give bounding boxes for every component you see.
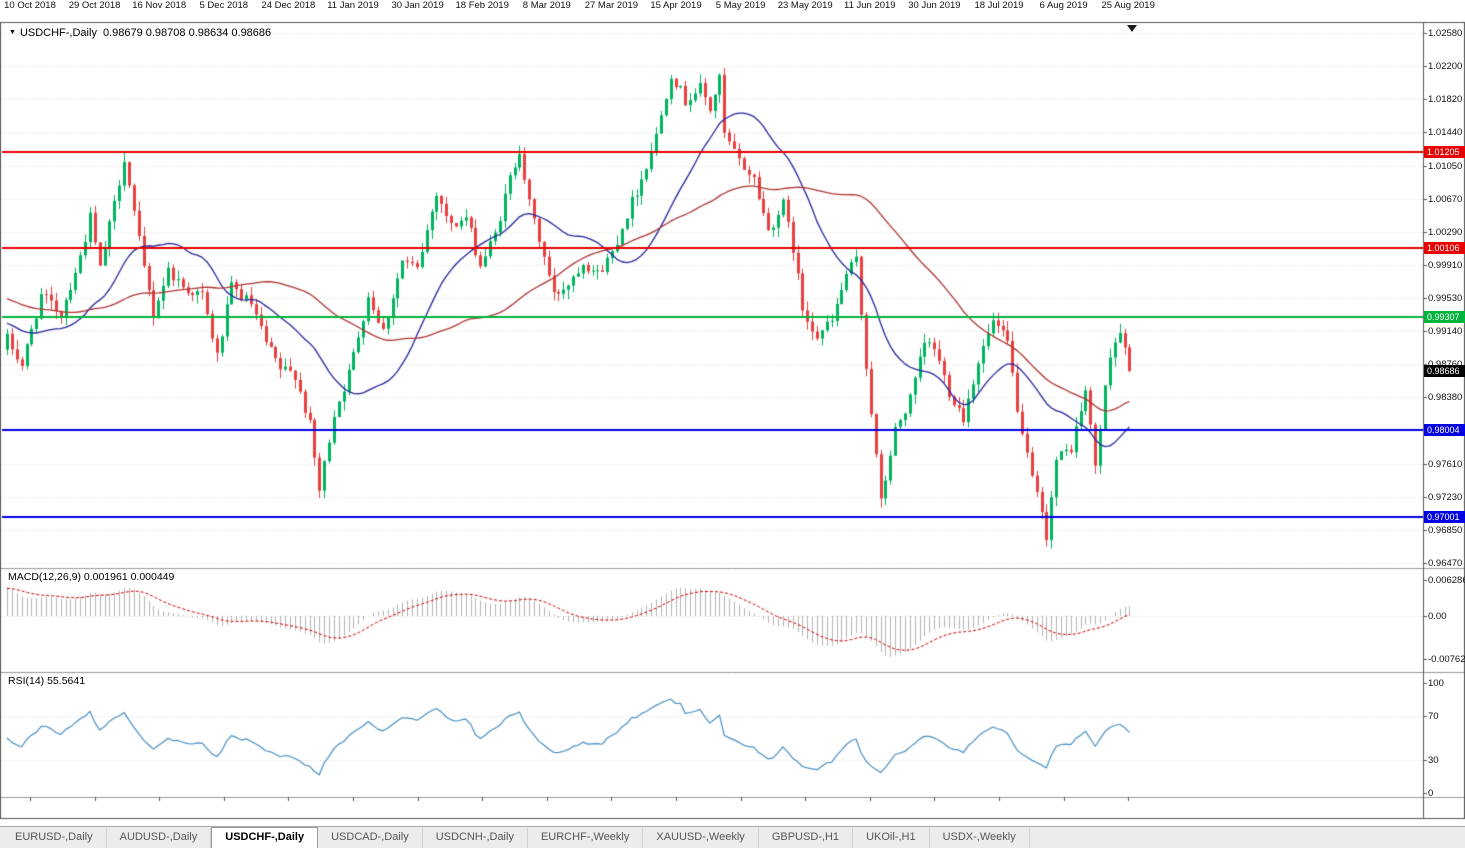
price-axis-label: 1.02580 <box>1428 28 1463 39</box>
chart-tab-usdchf-daily[interactable]: USDCHF-,Daily <box>211 827 319 848</box>
rsi-axis-label: 30 <box>1428 755 1439 766</box>
price-axis-label: 1.00290 <box>1428 226 1463 238</box>
price-axis-label: 1.01050 <box>1428 160 1463 172</box>
macd-axis-label: 0.006286 <box>1428 575 1465 587</box>
date-axis-label: 6 Aug 2019 <box>1039 0 1088 11</box>
macd-label: MACD(12,26,9) 0.001961 0.000449 <box>8 571 175 583</box>
chart-quote-values: 0.98679 0.98708 0.98634 0.98686 <box>102 27 272 39</box>
price-axis-label: 0.96470 <box>1428 558 1463 569</box>
chart-tab-ukoil-h1[interactable]: UKOil-,H1 <box>853 828 930 848</box>
chart-title: ▼ USDCHF-,Daily 0.98679 0.98708 0.98634 0.… <box>9 27 271 39</box>
price-axis-label: 1.01820 <box>1428 93 1463 105</box>
price-axis-label: 0.97610 <box>1428 459 1463 471</box>
price-axis-label: 0.96850 <box>1428 525 1463 537</box>
chart-tab-usdcnh-daily[interactable]: USDCNH-,Daily <box>422 828 528 848</box>
price-line-tag: 0.99307 <box>1424 310 1465 323</box>
rsi-axis-label: 70 <box>1428 711 1439 722</box>
date-axis-label: 30 Jun 2019 <box>908 0 961 11</box>
price-axis-label: 0.99530 <box>1428 292 1463 304</box>
price-axis-label: 0.97230 <box>1428 492 1463 504</box>
price-axis-label: 0.99910 <box>1428 259 1463 271</box>
date-axis-label: 5 Dec 2018 <box>199 0 249 11</box>
date-axis-label: 11 Jun 2019 <box>844 0 896 11</box>
date-axis-label: 16 Nov 2018 <box>132 0 187 11</box>
date-axis-label: 29 Oct 2018 <box>68 0 121 11</box>
date-axis-label: 10 Oct 2018 <box>4 0 56 11</box>
price-axis-label: 0.99140 <box>1428 326 1463 338</box>
price-line-tag: 0.98004 <box>1424 423 1465 436</box>
chart-tab-xauusd-weekly[interactable]: XAUUSD-,Weekly <box>643 828 759 848</box>
rsi-axis-label: 0 <box>1428 788 1434 799</box>
date-axis-label: 24 Dec 2018 <box>261 0 316 11</box>
chart-tab-bar: EURUSD-,Daily AUDUSD-,Daily USDCHF-,Daily U… <box>0 826 1465 848</box>
chart-tab-eurusd-daily[interactable]: EURUSD-,Daily <box>2 828 107 848</box>
chart-symbol-label: USDCHF-,Daily <box>19 27 97 39</box>
chart-tab-usdx-weekly[interactable]: USDX-,Weekly <box>929 828 1030 848</box>
current-price-tag: 0.98686 <box>1424 364 1465 377</box>
date-axis-label: 18 Feb 2019 <box>455 0 509 11</box>
price-line-tag: 1.00106 <box>1424 241 1465 254</box>
date-axis-label: 25 Aug 2019 <box>1101 0 1155 11</box>
price-line-tag: 1.01205 <box>1424 146 1465 159</box>
date-axis-label: 15 Apr 2019 <box>650 0 702 11</box>
chart-tab-usdcad-daily[interactable]: USDCAD-,Daily <box>318 828 423 848</box>
date-axis-label: 11 Jan 2019 <box>327 0 379 11</box>
rsi-axis-label: 100 <box>1428 678 1444 689</box>
date-axis-label: 8 Mar 2019 <box>522 0 571 11</box>
date-axis-label: 27 Mar 2019 <box>584 0 639 11</box>
price-axis-label: 1.00670 <box>1428 193 1463 205</box>
macd-axis-label: 0.00 <box>1428 611 1447 622</box>
chart-title-marker-icon: ▼ <box>9 29 16 36</box>
date-axis-label: 5 May 2019 <box>715 0 766 11</box>
macd-axis-label: -0.00762 <box>1428 654 1465 666</box>
date-axis-label: 18 Jul 2019 <box>974 0 1024 11</box>
date-axis-label: 30 Jan 2019 <box>391 0 444 11</box>
rsi-label: RSI(14) 55.5641 <box>8 675 86 687</box>
chart-tab-gbpusd-h1[interactable]: GBPUSD-,H1 <box>758 828 854 848</box>
chart-tab-audusd-daily[interactable]: AUDUSD-,Daily <box>106 828 212 848</box>
chart-tab-eurchf-weekly[interactable]: EURCHF-,Weekly <box>527 828 644 848</box>
price-line-tag: 0.97001 <box>1424 510 1465 523</box>
price-axis-label: 0.98380 <box>1428 392 1463 404</box>
scroll-position-marker-icon[interactable] <box>1127 25 1137 32</box>
price-axis-label: 1.01440 <box>1428 126 1463 138</box>
price-axis-label: 1.02200 <box>1428 60 1463 72</box>
date-axis-label: 23 May 2019 <box>777 0 833 11</box>
